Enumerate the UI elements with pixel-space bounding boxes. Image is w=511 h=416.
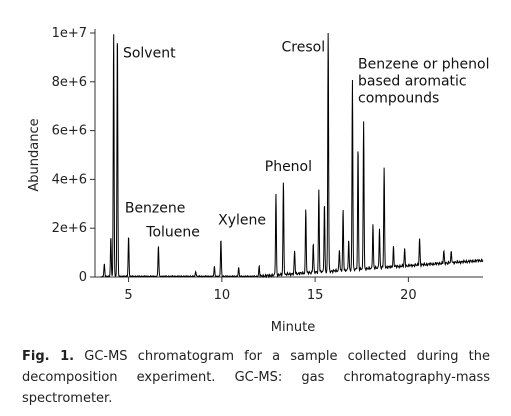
x-tick-label: 20 <box>400 288 417 303</box>
x-tick-label: 5 <box>124 288 132 303</box>
y-tick-label: 4e+6 <box>52 172 87 187</box>
chromatogram-chart: 0 2e+6 4e+6 6e+6 8e+6 1e+7 5 10 15 20 Solvent Benz… <box>27 26 490 335</box>
y-tick-label: 2e+6 <box>52 221 87 236</box>
figure-caption: Fig. 1. GC-MS chromatogram for a sample … <box>22 346 490 409</box>
peak-annotation: Phenol <box>265 159 312 175</box>
y-tick-label: 0 <box>79 270 87 285</box>
y-tick-label: 6e+6 <box>52 124 87 139</box>
peak-annotation: compounds <box>358 91 439 107</box>
peak-annotation: Benzene <box>125 200 186 216</box>
peak-annotation: Cresol <box>282 39 326 55</box>
x-tick-label: 15 <box>307 288 324 303</box>
peak-annotation: Xylene <box>218 213 266 229</box>
y-axis-title: Abundance <box>27 118 42 191</box>
peak-annotation: based aromatic <box>358 73 467 89</box>
x-axis-title: Minute <box>271 320 315 335</box>
peak-annotation: Solvent <box>123 45 176 61</box>
x-tick-label: 10 <box>214 288 231 303</box>
y-tick-label: 8e+6 <box>52 75 87 90</box>
annotations: Solvent Benzene Toluene Xylene Phenol Cresol B… <box>123 39 490 240</box>
peak-annotation: Benzene or phenol <box>358 56 489 72</box>
chromatogram-trace <box>100 32 484 279</box>
peak-annotation: Toluene <box>145 225 200 241</box>
caption-text: GC-MS chromatogram for a sample collecte… <box>22 349 491 406</box>
y-tick-label: 1e+7 <box>52 26 87 41</box>
axes: 0 2e+6 4e+6 6e+6 8e+6 1e+7 5 10 15 20 <box>52 26 483 303</box>
figure-label: Fig. 1. <box>22 349 75 364</box>
